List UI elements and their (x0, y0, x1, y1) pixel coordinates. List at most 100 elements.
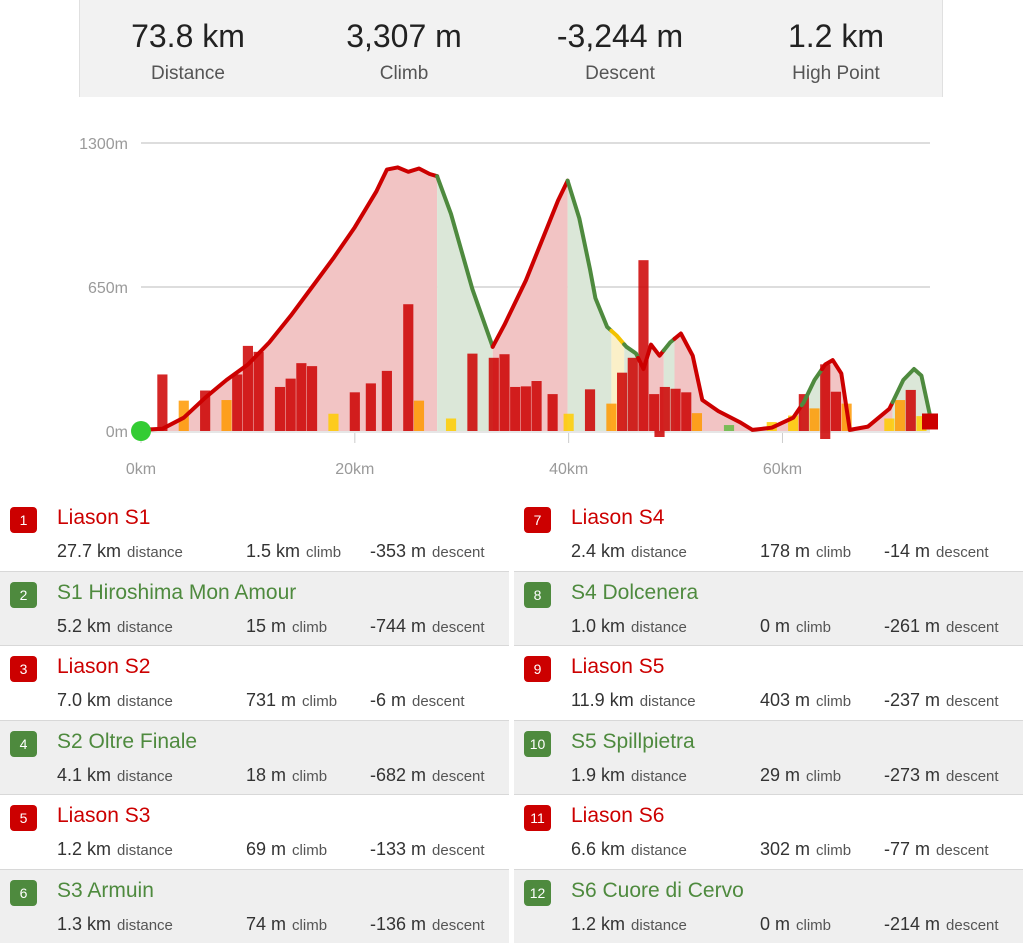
segment-descent-value: -744 m (370, 615, 427, 636)
profile-area-climb (674, 333, 802, 431)
segment-name[interactable]: S6 Cuore di Cervo (571, 878, 744, 902)
gradient-bar-negative (820, 431, 831, 439)
segment-descent-unit: descent (432, 842, 485, 859)
gradient-bar (884, 418, 895, 431)
segment-name[interactable]: S3 Armuin (57, 878, 154, 902)
gradient-bar (413, 400, 425, 431)
segment-descent-unit: descent (936, 544, 989, 561)
segment-number-badge: 3 (10, 656, 37, 682)
segment-descent-unit: descent (946, 618, 999, 636)
segment-row[interactable]: 1 Liason S1 27.7 km distance 1.5 km climb -353… (0, 497, 509, 572)
segment-distance-value: 1.0 km (571, 615, 626, 636)
gradient-bar (788, 415, 799, 431)
segment-distance-unit: distance (117, 842, 173, 859)
stat-high-point: 1.2 km High Point (728, 0, 944, 86)
segment-number-badge: 7 (524, 507, 551, 533)
segment-descent-value: -261 m (884, 615, 941, 636)
segment-name[interactable]: Liason S6 (571, 804, 665, 827)
x-tick-label: 0km (126, 461, 156, 478)
segment-distance-value: 1.2 km (571, 913, 626, 934)
segment-number-badge: 2 (10, 581, 37, 608)
segment-distance-value: 1.3 km (57, 913, 112, 934)
gradient-bar-negative (654, 431, 665, 437)
segment-number-badge: 8 (524, 581, 551, 608)
segment-row[interactable]: 11 Liason S6 6.6 km distance 302 m climb -77 m… (514, 795, 1023, 870)
gradient-bar (403, 304, 414, 431)
segment-climb: 15 m climb (246, 615, 327, 639)
gradient-bar (798, 394, 809, 431)
segment-name[interactable]: S1 Hiroshima Mon Amour (57, 580, 297, 604)
segment-distance-value: 1.9 km (571, 764, 626, 785)
segment-climb-unit: climb (806, 767, 842, 785)
segment-descent: -744 m descent (370, 615, 485, 639)
segment-row[interactable]: 4 S2 Oltre Finale 4.1 km distance 18 m climb -… (0, 720, 509, 795)
segment-name[interactable]: Liason S5 (571, 655, 665, 678)
segment-name[interactable]: Liason S2 (57, 655, 151, 678)
segment-row[interactable]: 9 Liason S5 11.9 km distance 403 m climb -237 … (514, 646, 1023, 721)
elevation-profile-chart[interactable]: 1300m 650m 0m 0km 20km 40km 60km (0, 100, 1023, 490)
segment-distance: 11.9 km distance (571, 689, 696, 713)
segment-row[interactable]: 2 S1 Hiroshima Mon Amour 5.2 km distance 15 … (0, 571, 509, 646)
profile-area-climb (492, 180, 568, 431)
segment-row[interactable]: 3 Liason S2 7.0 km distance 731 m climb -6 m de… (0, 646, 509, 721)
segment-name[interactable]: Liason S3 (57, 804, 151, 827)
segment-row[interactable]: 10 S5 Spillpietra 1.9 km distance 29 m climb -… (514, 720, 1023, 795)
segment-list-left: 1 Liason S1 27.7 km distance 1.5 km climb -353… (0, 497, 509, 943)
segment-distance: 1.2 km distance (571, 913, 687, 937)
gradient-bar (649, 394, 660, 431)
segment-distance-value: 11.9 km (571, 690, 634, 710)
segment-row[interactable]: 12 S6 Cuore di Cervo 1.2 km distance 0 m clim… (514, 869, 1023, 943)
segment-descent-unit: descent (412, 693, 465, 710)
segment-row[interactable]: 6 S3 Armuin 1.3 km distance 74 m climb -136 m d… (0, 869, 509, 943)
segment-descent-unit: descent (432, 618, 485, 636)
stat-value: -3,244 m (556, 18, 684, 54)
gradient-bar (681, 392, 692, 431)
gradient-bar (349, 392, 360, 431)
stat-distance: 73.8 km Distance (80, 0, 296, 86)
gradient-bar (381, 370, 392, 431)
profile-line-flat (609, 328, 627, 347)
profile-line-descent (890, 367, 932, 418)
segment-name[interactable]: S5 Spillpietra (571, 729, 695, 753)
route-stats-bar: 73.8 km Distance 3,307 m Climb -3,244 m … (79, 0, 943, 97)
segment-distance-unit: distance (117, 916, 173, 934)
segment-row[interactable]: 8 S4 Dolcenera 1.0 km distance 0 m climb -261 … (514, 571, 1023, 646)
segment-distance: 5.2 km distance (57, 615, 173, 639)
segment-climb-unit: climb (292, 842, 328, 859)
segment-descent: -273 m descent (884, 764, 999, 788)
gradient-bar (531, 381, 542, 431)
segment-distance-unit: distance (631, 842, 687, 859)
segment-climb-value: 178 m (760, 541, 811, 561)
segment-row[interactable]: 5 Liason S3 1.2 km distance 69 m climb -133 m d… (0, 795, 509, 870)
segment-name[interactable]: Liason S4 (571, 506, 665, 529)
segment-name[interactable]: Liason S1 (57, 506, 151, 529)
segment-climb-value: 74 m (246, 913, 287, 934)
segment-descent-value: -214 m (884, 913, 941, 934)
segment-climb: 18 m climb (246, 764, 327, 788)
gradient-bar (547, 394, 558, 431)
segment-climb: 0 m climb (760, 913, 831, 937)
segment-climb: 1.5 km climb (246, 540, 341, 564)
segment-distance: 2.4 km distance (571, 540, 687, 564)
segment-descent-value: -273 m (884, 764, 941, 785)
segment-name[interactable]: S2 Oltre Finale (57, 729, 198, 753)
gradient-bar (563, 413, 574, 431)
segment-climb-value: 0 m (760, 913, 791, 934)
segment-descent-value: -133 m (370, 839, 427, 859)
segment-name[interactable]: S4 Dolcenera (571, 580, 699, 604)
segment-descent: -14 m descent (884, 540, 989, 564)
segment-row[interactable]: 7 Liason S4 2.4 km distance 178 m climb -14 m d… (514, 497, 1023, 572)
x-tick-label: 40km (549, 461, 588, 478)
segment-descent-unit: descent (946, 916, 999, 934)
segment-descent-value: -6 m (370, 690, 406, 710)
stat-value: 1.2 km (787, 18, 885, 54)
gradient-bar (638, 260, 649, 431)
segment-climb-unit: climb (306, 544, 342, 561)
segment-descent-unit: descent (946, 767, 999, 785)
start-marker (131, 421, 151, 441)
segment-number-badge: 5 (10, 805, 37, 831)
gradient-bar (584, 389, 596, 431)
gradient-bar (274, 386, 286, 431)
segment-distance-value: 27.7 km (57, 541, 122, 561)
profile-line-descent (435, 174, 495, 349)
